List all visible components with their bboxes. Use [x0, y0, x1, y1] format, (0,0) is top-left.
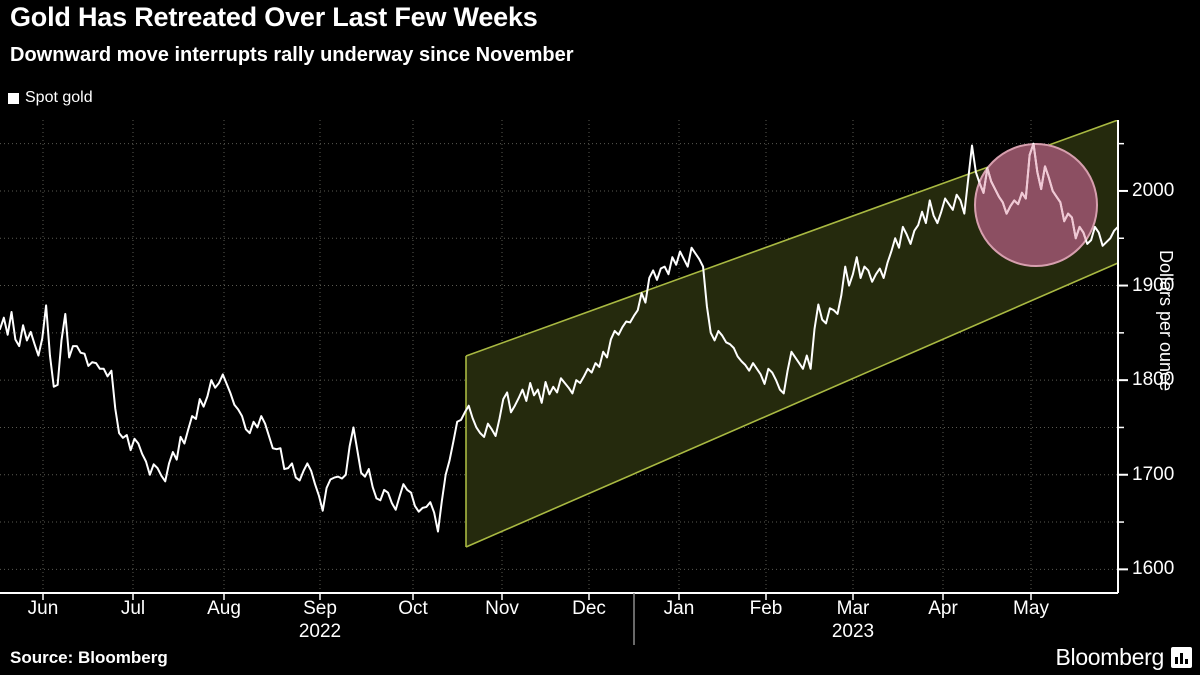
y-axis-title: Dollars per ounce	[1156, 250, 1176, 392]
source-note: Source: Bloomberg	[10, 648, 168, 667]
x-axis-tick-label: Aug	[207, 598, 241, 620]
x-axis-tick-label: Jan	[664, 598, 695, 620]
legend-swatch-spot-gold	[8, 92, 19, 104]
y-axis-tick-label: 1800	[1132, 369, 1175, 391]
x-axis-tick-label: Nov	[485, 598, 519, 620]
x-axis-tick-label: Feb	[750, 598, 783, 620]
x-axis-month-label: Mar	[836, 598, 870, 619]
x-axis-year-label: 2022	[298, 621, 342, 642]
series-spot-gold	[0, 142, 1118, 533]
page-subtitle: Downward move interrupts rally underway …	[10, 44, 574, 66]
x-axis-tick-label: May	[1013, 598, 1049, 620]
y-axis-tick-label: 1600	[1132, 558, 1175, 580]
x-axis-tick-label: Sep 2022	[299, 598, 341, 643]
page-title: Gold Has Retreated Over Last Few Weeks	[10, 2, 538, 32]
x-axis-tick-label: Jul	[121, 598, 145, 620]
x-axis-month-label: Jul	[120, 598, 146, 619]
x-axis-month-label: May	[1013, 598, 1049, 619]
brand-name: Bloomberg	[1055, 644, 1164, 670]
x-axis-tick-label: Jun	[28, 598, 59, 620]
x-axis-tick-label: Oct	[398, 598, 428, 620]
x-axis-month-label: Feb	[749, 598, 783, 619]
y-axis-tick-label: 1700	[1132, 463, 1175, 485]
x-axis-month-label: Sep	[303, 598, 337, 619]
x-axis-month-label: Oct	[398, 598, 428, 619]
x-axis-month-label: Jan	[663, 598, 695, 619]
bloomberg-brand: Bloomberg	[1055, 644, 1192, 671]
chart-legend: Spot gold	[8, 90, 93, 106]
recent-retreat-highlight	[974, 143, 1098, 267]
x-axis-tick-label: Mar 2023	[832, 598, 874, 643]
x-axis-tick-label: Dec	[572, 598, 606, 620]
x-axis-tick-label: Apr	[928, 598, 958, 620]
axis-lines	[0, 120, 1128, 645]
x-axis-year-label: 2023	[831, 621, 875, 642]
x-axis-month-label: Dec	[572, 598, 606, 619]
y-axis-tick-label: 1900	[1132, 274, 1175, 296]
x-axis-month-label: Aug	[207, 598, 241, 619]
x-axis-month-label: Jun	[27, 598, 59, 619]
bar-chart-icon	[1171, 647, 1192, 668]
legend-label-spot-gold: Spot gold	[25, 89, 93, 106]
x-axis-month-label: Apr	[928, 598, 958, 619]
y-axis-tick-label: 2000	[1132, 179, 1175, 201]
x-axis-month-label: Nov	[485, 598, 519, 619]
